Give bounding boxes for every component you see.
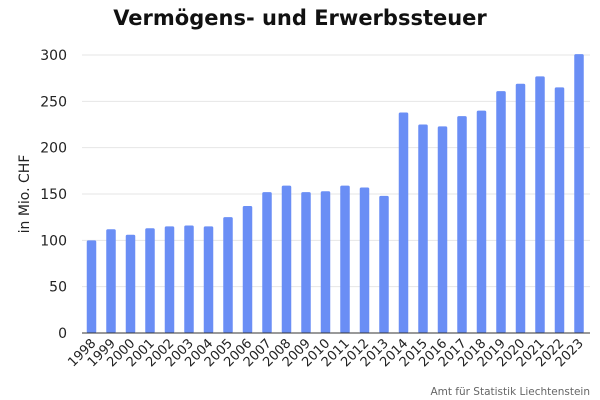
bar-1998: [86, 240, 97, 333]
bar-2011: [340, 185, 350, 333]
bar-2006: [242, 206, 253, 333]
bar-2010: [320, 191, 331, 333]
bar-2004: [203, 226, 214, 333]
bar-1999: [106, 229, 116, 333]
y-tick-label: 200: [40, 141, 67, 157]
bar-2022: [554, 87, 565, 333]
bar-2002: [164, 226, 175, 333]
bar-2009: [301, 192, 311, 333]
y-tick-label: 250: [40, 94, 67, 110]
bar-2001: [145, 228, 155, 333]
y-tick-label: 0: [58, 326, 67, 342]
bar-2007: [262, 192, 272, 333]
bar-2000: [125, 234, 136, 333]
y-tick-label: 100: [40, 233, 67, 249]
bar-2020: [515, 83, 526, 333]
y-axis-title: in Mio. CHF: [17, 155, 33, 234]
bar-2014: [398, 112, 409, 333]
bar-2003: [184, 225, 194, 333]
y-tick-label: 300: [40, 48, 67, 64]
bar-2016: [437, 126, 448, 333]
bar-2005: [223, 217, 233, 333]
chart-title: Vermögens- und Erwerbssteuer: [113, 6, 487, 30]
bar-2019: [496, 91, 506, 333]
y-tick-label: 50: [49, 280, 67, 296]
bar-2013: [379, 195, 389, 333]
y-axis-ticks: 0 50 100 150 200 250 300: [40, 48, 67, 342]
bar-2012: [359, 187, 370, 333]
bars: [86, 54, 584, 334]
bar-2021: [535, 76, 545, 334]
bar-2018: [476, 110, 487, 333]
gridlines: [82, 54, 590, 288]
bar-2015: [418, 124, 428, 333]
y-tick-label: 150: [40, 187, 67, 203]
bar-2008: [281, 185, 292, 333]
x-axis-labels: 1998199920002001200220032004200520062007…: [65, 336, 587, 370]
source-note: Amt für Statistik Liechtenstein: [430, 386, 590, 398]
bar-2017: [457, 116, 467, 333]
bar-2023: [574, 54, 584, 333]
